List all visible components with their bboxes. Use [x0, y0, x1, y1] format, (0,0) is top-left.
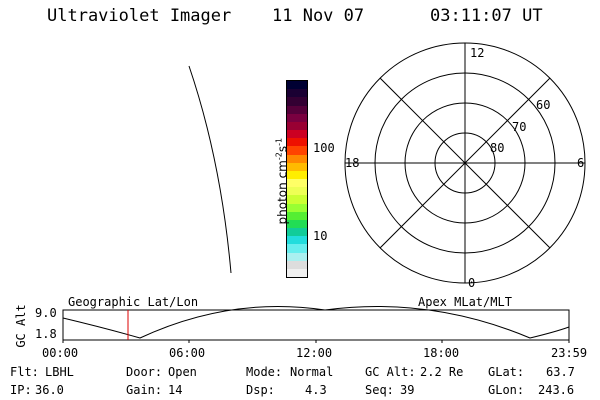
- colorbar-band: [287, 260, 307, 270]
- ip-label: IP:: [10, 383, 32, 397]
- gcalt-value: 2.2 Re: [420, 365, 464, 379]
- mlt-label-18: 18: [345, 156, 360, 170]
- door-value: Open: [168, 365, 197, 379]
- timeline-frame: [62, 309, 570, 341]
- colorbar-band: [287, 236, 307, 245]
- colorbar-tick-10: 10: [313, 229, 328, 243]
- colorbar-band: [287, 268, 307, 278]
- colorbar-band: [287, 97, 307, 106]
- colorbar-band: [287, 244, 307, 253]
- unit-text: photon cm: [275, 160, 290, 225]
- mlt-line-diag2: [379, 77, 551, 249]
- colorbar-band: [287, 113, 307, 123]
- colorbar-band: [287, 195, 307, 204]
- colorbar-band: [287, 228, 307, 237]
- tick-label-1200: 12:00: [296, 346, 333, 360]
- intensity-colorbar: [286, 80, 308, 278]
- colorbar-band: [287, 203, 307, 213]
- glat-label: GLat:: [488, 365, 525, 379]
- seq-value: 39: [400, 383, 415, 397]
- flt-value: LBHL: [45, 365, 74, 379]
- date-label: 11 Nov 07: [272, 6, 365, 26]
- colorbar-band: [287, 105, 307, 115]
- door-label: Door:: [126, 365, 163, 379]
- dsp-value: 4.3: [305, 383, 327, 397]
- colorbar-band: [287, 146, 307, 155]
- apex-title: Apex MLat/MLT: [418, 295, 512, 309]
- colorbar-band: [287, 162, 307, 172]
- colorbar-band: [287, 154, 307, 164]
- flt-label: Flt:: [10, 365, 39, 379]
- lat-label-70: 70: [512, 120, 527, 134]
- tick-label-1800: 18:00: [423, 346, 460, 360]
- time-label: 03:11:07 UT: [430, 6, 543, 26]
- mode-label: Mode:: [246, 365, 283, 379]
- timeline-ymax: 9.0: [35, 306, 57, 320]
- timeline-ticks: [62, 340, 570, 343]
- tick-label-0600: 06:00: [169, 346, 206, 360]
- colorbar-band: [287, 170, 307, 180]
- seq-label: Seq:: [365, 383, 394, 397]
- earth-limb-arc: [188, 65, 232, 274]
- unit-s: s: [275, 145, 290, 153]
- mode-value: Normal: [290, 365, 334, 379]
- colorbar-band: [287, 89, 307, 98]
- altitude-curve: [62, 306, 570, 339]
- colorbar-band: [287, 252, 307, 262]
- tick-label-2359: 23:59: [551, 346, 588, 360]
- colorbar-band: [287, 219, 307, 229]
- glat-value: 63.7: [546, 365, 575, 379]
- colorbar-unit-label: photon cm-2s-1: [264, 137, 290, 232]
- ip-value: 36.0: [35, 383, 64, 397]
- colorbar-band: [287, 211, 307, 221]
- colorbar-band: [287, 187, 307, 196]
- mlt-label-0: 0: [468, 276, 476, 290]
- colorbar-tick-100: 100: [313, 141, 335, 155]
- gain-value: 14: [168, 383, 183, 397]
- glon-label: GLon:: [488, 383, 525, 397]
- gain-label: Gain:: [126, 383, 163, 397]
- geographic-title: Geographic Lat/Lon: [68, 295, 199, 309]
- mlt-label-6: 6: [577, 156, 585, 170]
- lat-label-80: 80: [490, 141, 505, 155]
- colorbar-band: [287, 179, 307, 188]
- timeline-ylabel: GC Alt: [14, 304, 28, 348]
- mlt-label-12: 12: [470, 46, 485, 60]
- instrument-title: Ultraviolet Imager: [47, 6, 232, 26]
- colorbar-band: [287, 130, 307, 139]
- polar-grid: [344, 42, 586, 284]
- colorbar-band: [287, 121, 307, 131]
- colorbar-band: [287, 138, 307, 147]
- unit-sup-1: -2: [274, 152, 284, 161]
- glon-value: 243.6: [538, 383, 575, 397]
- gcalt-label: GC Alt:: [365, 365, 416, 379]
- unit-sup-2: -1: [274, 137, 284, 146]
- lat-label-60: 60: [536, 98, 551, 112]
- colorbar-band: [287, 81, 307, 90]
- tick-label-0000: 00:00: [42, 346, 79, 360]
- dsp-label: Dsp:: [246, 383, 275, 397]
- timeline-ymin: 1.8: [35, 327, 57, 341]
